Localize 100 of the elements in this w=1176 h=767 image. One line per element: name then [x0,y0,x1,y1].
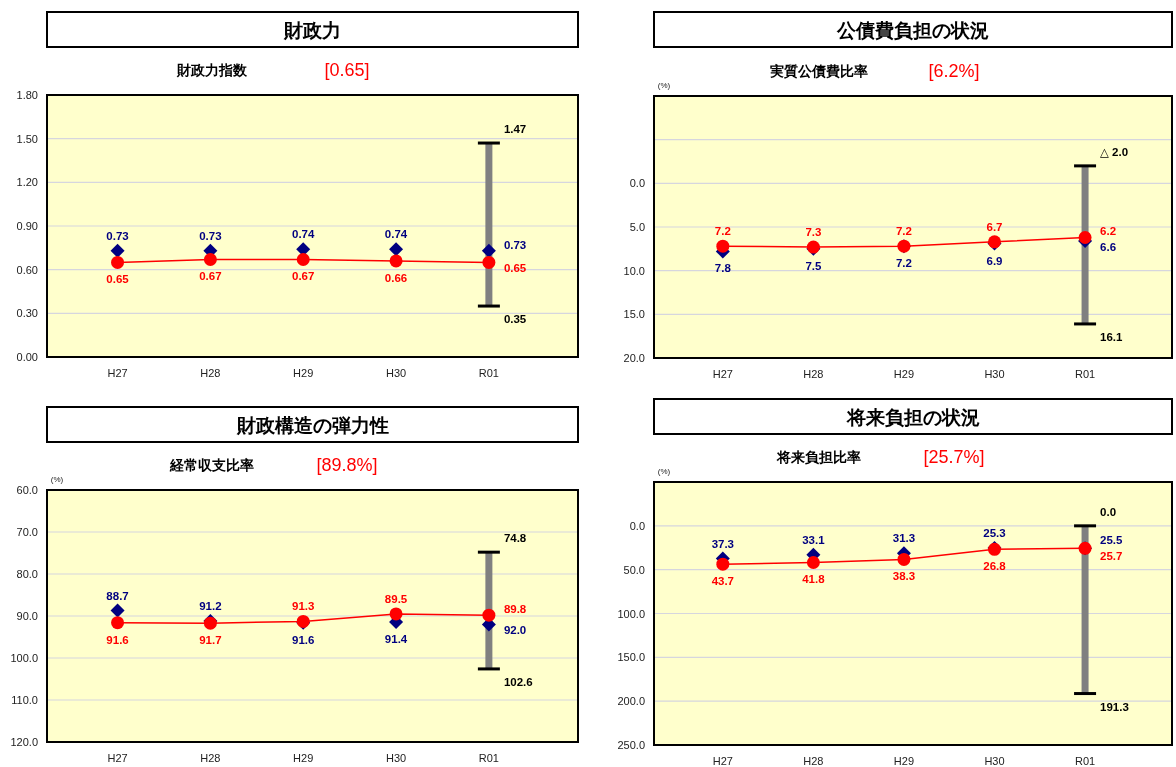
chart-title: 将来負担の状況 [845,407,980,428]
y-tick-label: 100.0 [10,652,38,664]
data-label: 7.8 [714,262,732,275]
text: [25.7%] [923,447,985,468]
y-tick-label: 1.20 [16,176,38,189]
data-label: 6.7 [986,220,1003,233]
x-tick-label: H30 [984,755,1005,767]
data-label: 7.2 [714,225,731,238]
data-label: 91.2 [199,600,222,613]
data-label: 91.7 [199,634,222,647]
y-tick-label: 80.0 [16,568,38,580]
chart-subtitle: 将来負担比率 [776,449,861,466]
x-tick-label: H28 [200,367,221,379]
chart-subtitle: 財政力指数 [176,62,248,79]
text: [89.8%] [316,455,378,476]
x-tick-label: R01 [478,752,499,764]
y-tick-label: 0.0 [629,177,645,190]
data-label: 0.73 [106,229,129,242]
y-tick-label: 120.0 [10,736,38,748]
x-tick-label: R01 [478,367,499,379]
x-tick-label: R01 [1074,755,1096,767]
annotation: 16.1 [1100,330,1124,343]
y-tick-label: 0.90 [16,220,38,232]
y-tick-label: 200.0 [617,695,645,708]
x-tick-label: R01 [1074,368,1096,380]
annotation: 74.8 [503,532,527,545]
data-label: 43.7 [711,575,735,588]
x-tick-label: H28 [200,752,221,764]
data-label: 25.7 [1100,550,1123,563]
data-label: 7.2 [895,225,912,238]
y-tick-label: 70.0 [16,526,38,538]
data-label: 38.3 [892,570,916,583]
x-tick-label: H30 [385,367,407,379]
data-label: 89.5 [384,592,408,605]
y-tick-label: 10.0 [623,264,645,277]
data-label: 91.3 [292,600,315,613]
data-label: 37.3 [711,537,735,550]
y-tick-label: 0.0 [629,519,645,532]
chart-title: 財政構造の弾力性 [235,415,389,436]
data-label: 91.4 [384,632,408,645]
y-tick-label: 1.80 [16,89,38,101]
chart-subtitle: 経常収支比率 [169,457,254,474]
y-tick-label: 250.0 [617,739,645,751]
x-tick-label: H29 [893,368,915,380]
x-tick-label: H30 [385,752,407,764]
y-tick-label: 5.0 [629,221,645,233]
data-label: 31.3 [892,532,916,545]
annotation: 0.0 [1100,505,1117,518]
data-label: 0.65 [106,273,130,286]
data-label: 91.6 [106,633,129,646]
data-label: 26.8 [983,560,1007,573]
data-label: 0.66 [384,271,408,284]
data-label: 0.67 [292,270,315,283]
data-label: 0.67 [199,270,222,283]
y-tick-label: 15.0 [623,308,645,321]
data-label: 41.8 [802,573,826,586]
x-tick-label: H30 [984,368,1005,380]
data-label: 25.3 [983,527,1006,540]
x-tick-label: H28 [803,755,824,767]
y-tick-label: 100.0 [617,607,645,620]
data-label: 0.73 [199,229,222,242]
data-label: 91.6 [292,633,315,646]
annotation: 1.47 [503,123,527,136]
data-label: 88.7 [106,589,129,602]
y-tick-label: 60.0 [16,484,38,496]
x-tick-label: H27 [712,368,733,380]
x-tick-label: H29 [293,752,314,764]
data-label: 25.5 [1100,534,1124,547]
data-label: 92.0 [503,624,527,637]
y-axis-title: (%) [657,81,671,90]
data-label: 0.74 [384,228,408,241]
x-tick-label: H29 [293,367,314,379]
data-label: 0.74 [292,228,316,241]
y-tick-label: 20.0 [623,352,645,364]
y-axis-title: (%) [50,475,64,484]
y-tick-label: 90.0 [16,610,38,622]
data-label: 7.2 [895,257,912,270]
y-tick-label: 0.00 [16,351,38,363]
data-label: 0.65 [503,262,527,275]
annotation: △ 2.0 [1100,145,1129,158]
x-tick-label: H27 [107,752,128,764]
x-tick-label: H28 [803,368,824,380]
y-tick-label: 50.0 [623,563,645,576]
data-label: 0.73 [503,238,527,251]
annotation: 0.35 [503,313,527,326]
data-label: 7.5 [805,259,822,272]
y-axis-title: (%) [657,467,671,476]
x-tick-label: H27 [107,367,128,379]
data-label: 7.3 [805,226,822,239]
y-tick-label: 150.0 [617,651,645,664]
x-tick-label: H27 [712,755,733,767]
data-label: 89.8 [503,603,527,616]
x-tick-label: H29 [893,755,915,767]
data-label: 33.1 [802,533,826,546]
annotation: 102.6 [503,675,533,688]
text: [0.65] [324,60,370,81]
chart-subtitle: 実質公債費比率 [770,62,868,79]
data-label: 6.9 [986,254,1003,267]
text: [6.2%] [928,60,980,81]
y-tick-label: 1.50 [16,132,38,145]
